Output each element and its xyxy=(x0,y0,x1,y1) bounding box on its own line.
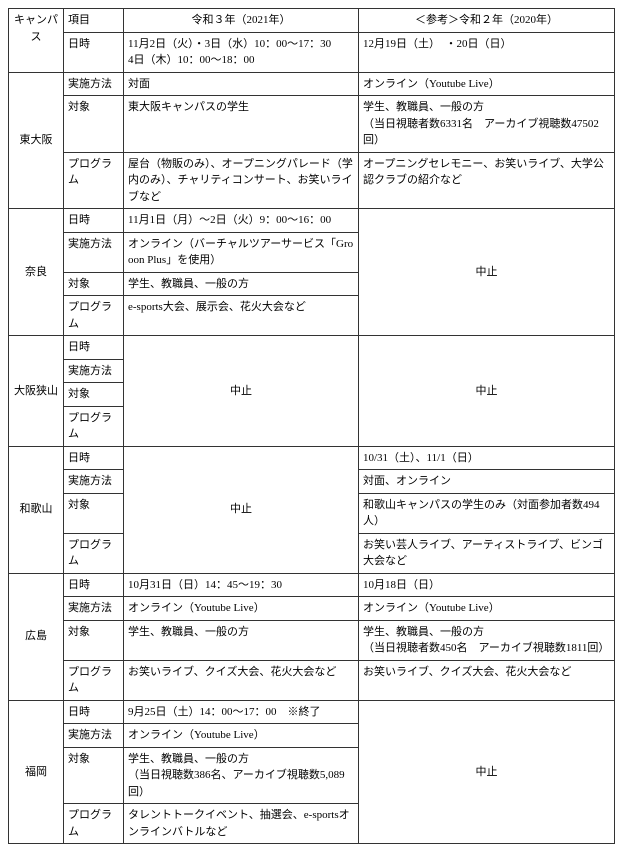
cell: e-sports大会、展示会、花火大会など xyxy=(124,296,359,336)
cell: オープニングセレモニー、お笑いライブ、大学公認クラブの紹介など xyxy=(359,152,615,209)
table-header-row: キャンパス 項目 令和３年（2021年） ＜参考＞令和２年（2020年） xyxy=(9,9,615,33)
item-program: プログラム xyxy=(64,804,124,844)
cell: 対面、オンライン xyxy=(359,470,615,494)
item-datetime: 日時 xyxy=(64,32,124,72)
cell: 10/31（土）、11/1（日） xyxy=(359,446,615,470)
table-row: プログラム 屋台（物販のみ）、オープニングパレード（学内のみ）、チャリティコンサ… xyxy=(9,152,615,209)
item-datetime: 日時 xyxy=(64,573,124,597)
campus-name: 東大阪 xyxy=(9,72,64,209)
item-method: 実施方法 xyxy=(64,72,124,96)
header-r3: 令和３年（2021年） xyxy=(124,9,359,33)
item-target: 対象 xyxy=(64,620,124,660)
item-program: プログラム xyxy=(64,296,124,336)
table-row: 日時 11月2日（火）・3日（水）10：00～17：304日（木）10：00～1… xyxy=(9,32,615,72)
header-r2: ＜参考＞令和２年（2020年） xyxy=(359,9,615,33)
table-row: 福岡 日時 9月25日（土）14：00～17：00 ※終了 中止 xyxy=(9,700,615,724)
table-row: 奈良 日時 11月1日（月）～2日（火）9：00～16：00 中止 xyxy=(9,209,615,233)
header-campus: キャンパス xyxy=(9,9,64,73)
cell: タレントトークイベント、抽選会、e-sportsオンラインバトルなど xyxy=(124,804,359,844)
table-row: 大阪狭山 日時 中止 中止 xyxy=(9,336,615,360)
cell: お笑い芸人ライブ、アーティストライブ、ビンゴ大会など xyxy=(359,533,615,573)
cell: オンライン（Youtube Live） xyxy=(359,72,615,96)
cell: 10月18日（日） xyxy=(359,573,615,597)
cell: お笑いライブ、クイズ大会、花火大会など xyxy=(124,660,359,700)
cell: 学生、教職員、一般の方（当日視聴数386名、アーカイブ視聴数5,089回） xyxy=(124,747,359,804)
item-program: プログラム xyxy=(64,660,124,700)
cell-cancelled: 中止 xyxy=(124,446,359,573)
campus-table: キャンパス 項目 令和３年（2021年） ＜参考＞令和２年（2020年） 日時 … xyxy=(8,8,615,844)
item-target: 対象 xyxy=(64,493,124,533)
cell: オンライン（Youtube Live） xyxy=(124,724,359,748)
header-item: 項目 xyxy=(64,9,124,33)
cell-cancelled: 中止 xyxy=(359,209,615,336)
cell: 屋台（物販のみ）、オープニングパレード（学内のみ）、チャリティコンサート、お笑い… xyxy=(124,152,359,209)
item-method: 実施方法 xyxy=(64,597,124,621)
cell: 学生、教職員、一般の方 xyxy=(124,620,359,660)
item-program: プログラム xyxy=(64,533,124,573)
cell: 11月2日（火）・3日（水）10：00～17：304日（木）10：00～18：0… xyxy=(124,32,359,72)
cell: 学生、教職員、一般の方（当日視聴者数6331名 アーカイブ視聴数47502回） xyxy=(359,96,615,153)
cell: 9月25日（土）14：00～17：00 ※終了 xyxy=(124,700,359,724)
cell: 12月19日（土） ・20日（日） xyxy=(359,32,615,72)
item-datetime: 日時 xyxy=(64,446,124,470)
cell: 和歌山キャンパスの学生のみ（対面参加者数494人） xyxy=(359,493,615,533)
cell: お笑いライブ、クイズ大会、花火大会など xyxy=(359,660,615,700)
item-program: プログラム xyxy=(64,406,124,446)
cell: 対面 xyxy=(124,72,359,96)
cell: オンライン（バーチャルツアーサービス「Grooon Plus」を使用） xyxy=(124,232,359,272)
cell-cancelled: 中止 xyxy=(359,700,615,844)
campus-name: 福岡 xyxy=(9,700,64,844)
cell: 東大阪キャンパスの学生 xyxy=(124,96,359,153)
table-row: 和歌山 日時 中止 10/31（土）、11/1（日） xyxy=(9,446,615,470)
cell-cancelled: 中止 xyxy=(359,336,615,447)
cell: オンライン（Youtube Live） xyxy=(359,597,615,621)
item-datetime: 日時 xyxy=(64,209,124,233)
item-method: 実施方法 xyxy=(64,232,124,272)
campus-name: 大阪狭山 xyxy=(9,336,64,447)
item-program: プログラム xyxy=(64,152,124,209)
cell: 10月31日（日）14：45～19：30 xyxy=(124,573,359,597)
item-method: 実施方法 xyxy=(64,724,124,748)
cell: オンライン（Youtube Live） xyxy=(124,597,359,621)
table-row: 対象 東大阪キャンパスの学生 学生、教職員、一般の方（当日視聴者数6331名 ア… xyxy=(9,96,615,153)
item-datetime: 日時 xyxy=(64,336,124,360)
cell: 学生、教職員、一般の方（当日視聴者数450名 アーカイブ視聴数1811回） xyxy=(359,620,615,660)
table-row: 広島 日時 10月31日（日）14：45～19：30 10月18日（日） xyxy=(9,573,615,597)
table-row: プログラム お笑いライブ、クイズ大会、花火大会など お笑いライブ、クイズ大会、花… xyxy=(9,660,615,700)
cell: 11月1日（月）～2日（火）9：00～16：00 xyxy=(124,209,359,233)
cell: 学生、教職員、一般の方 xyxy=(124,272,359,296)
cell-cancelled: 中止 xyxy=(124,336,359,447)
item-target: 対象 xyxy=(64,383,124,407)
item-target: 対象 xyxy=(64,272,124,296)
item-target: 対象 xyxy=(64,747,124,804)
table-row: 東大阪 実施方法 対面 オンライン（Youtube Live） xyxy=(9,72,615,96)
item-target: 対象 xyxy=(64,96,124,153)
item-method: 実施方法 xyxy=(64,470,124,494)
campus-name: 和歌山 xyxy=(9,446,64,573)
table-row: 対象 学生、教職員、一般の方 学生、教職員、一般の方（当日視聴者数450名 アー… xyxy=(9,620,615,660)
item-method: 実施方法 xyxy=(64,359,124,383)
campus-name: 広島 xyxy=(9,573,64,700)
table-row: 実施方法 オンライン（Youtube Live） オンライン（Youtube L… xyxy=(9,597,615,621)
item-datetime: 日時 xyxy=(64,700,124,724)
campus-name: 奈良 xyxy=(9,209,64,336)
